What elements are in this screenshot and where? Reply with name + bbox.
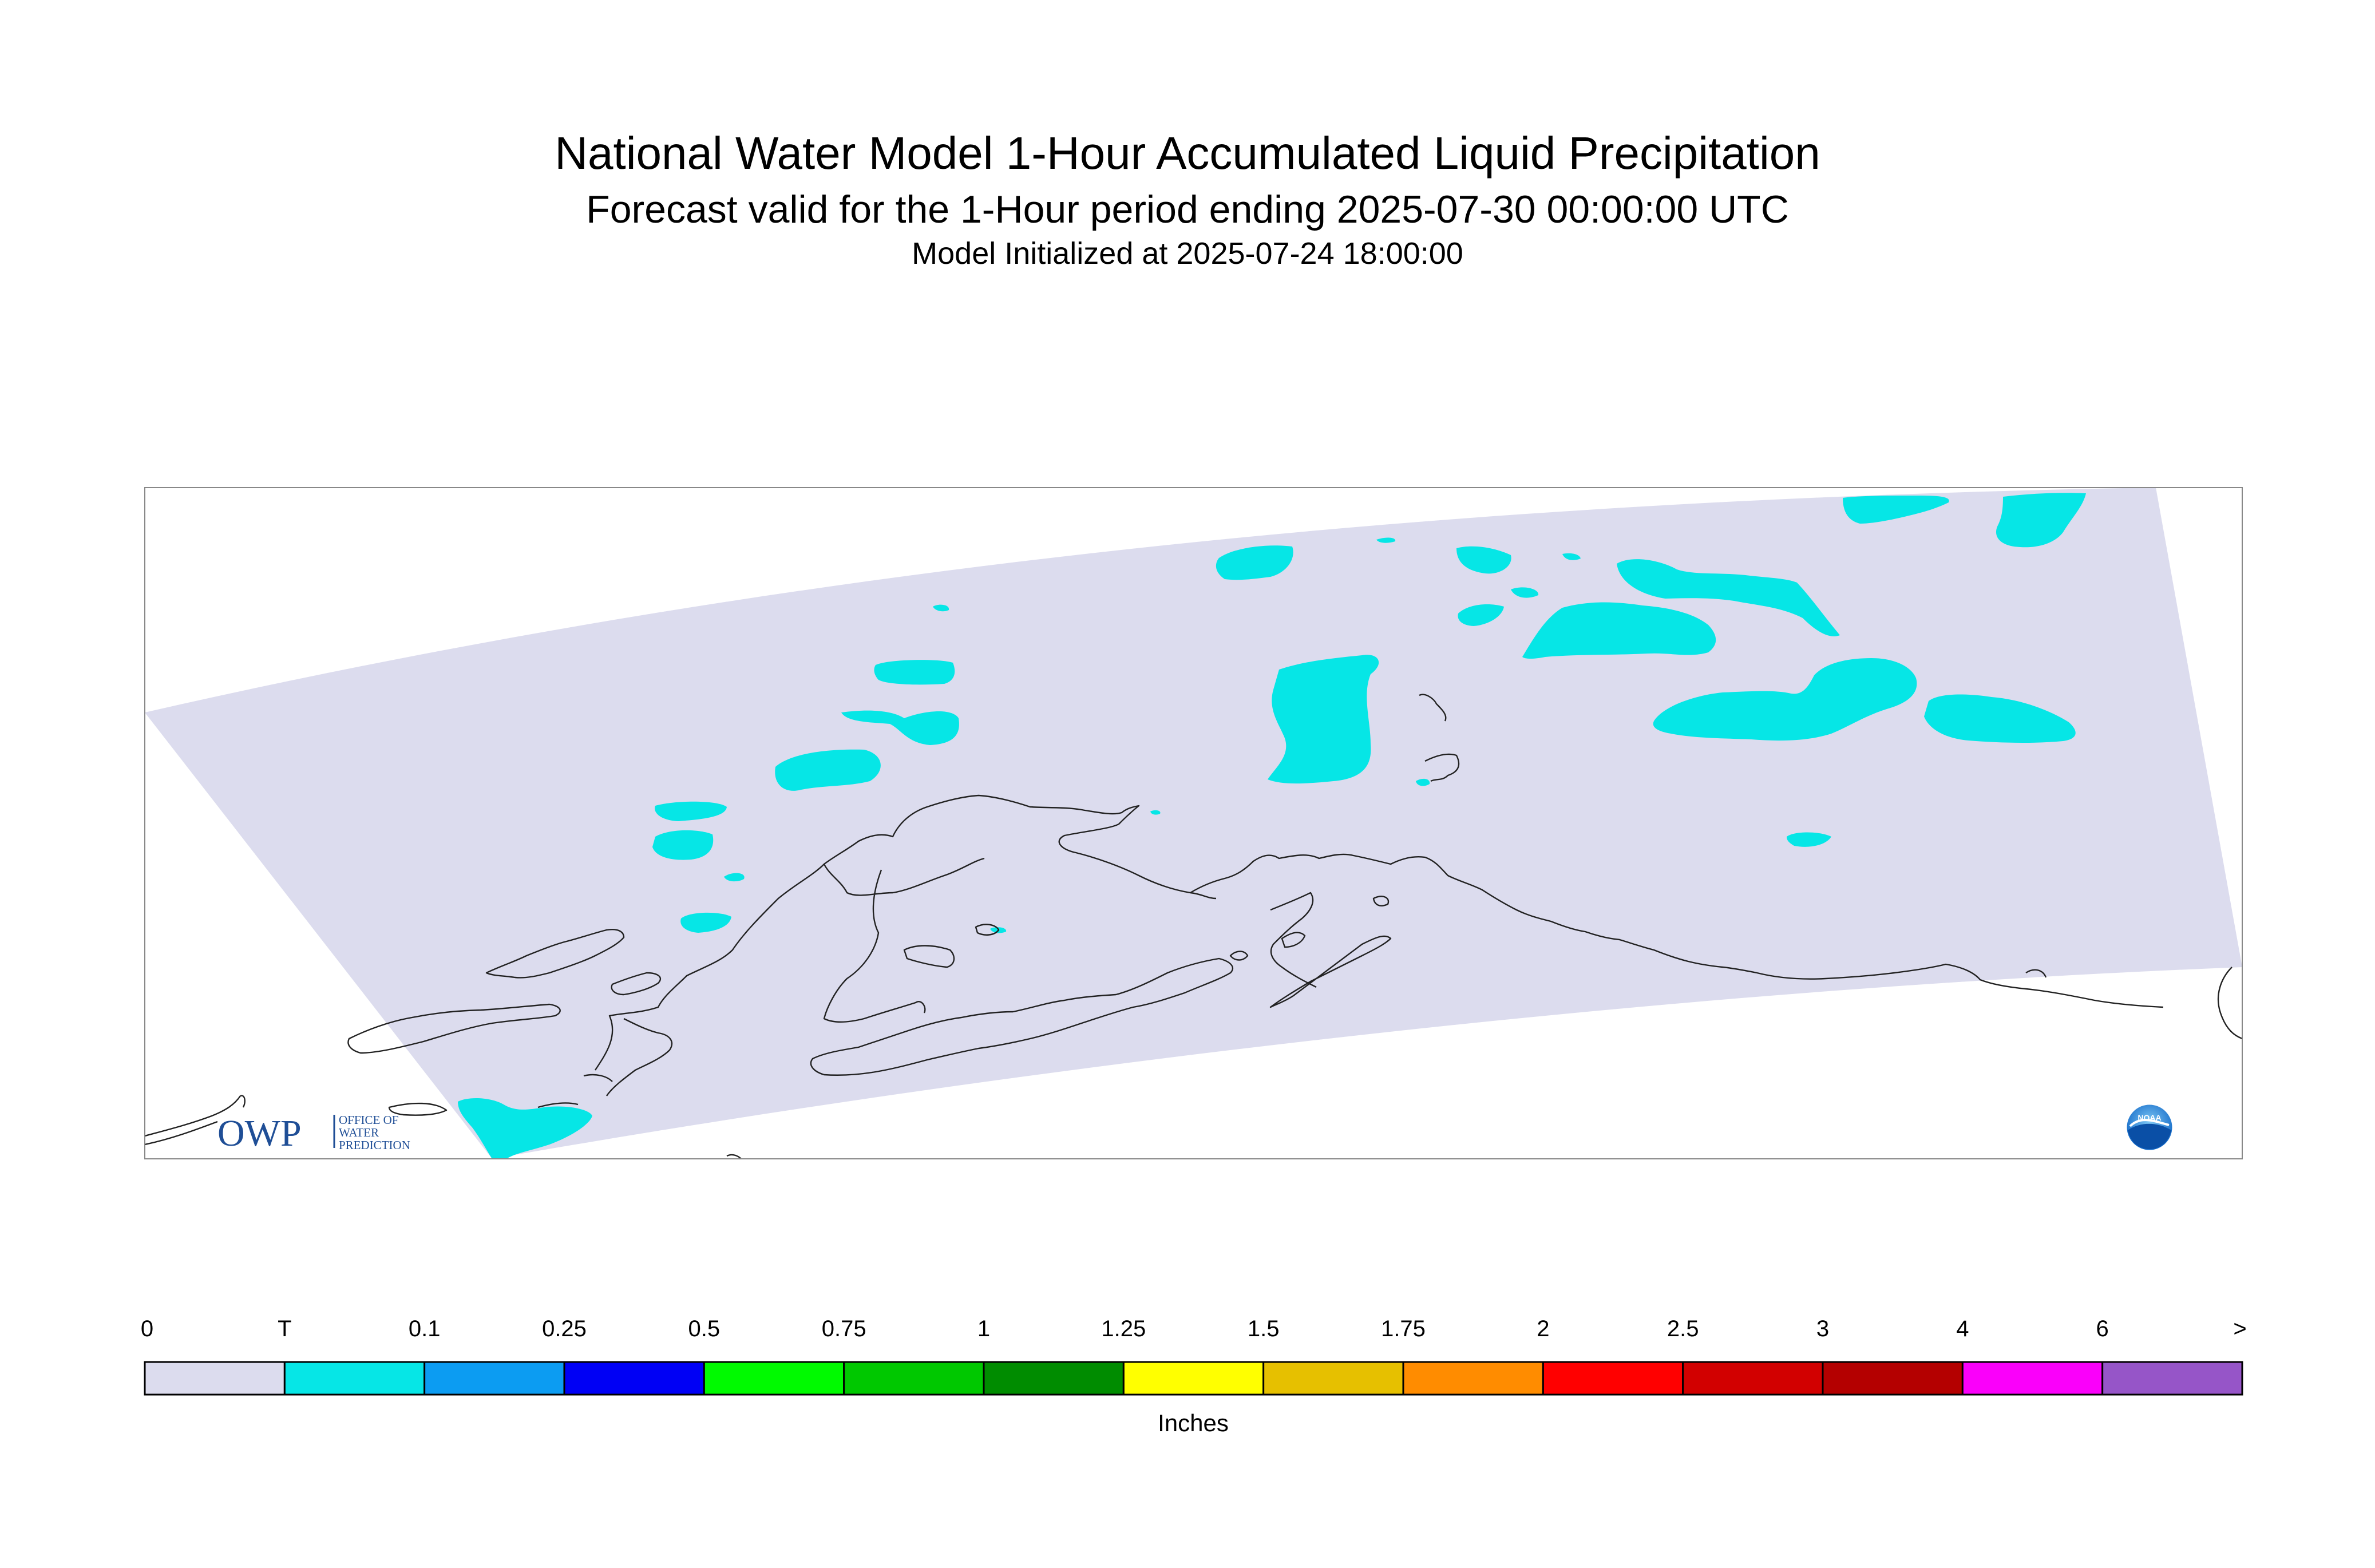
precip-area: [680, 912, 731, 933]
precip-area: [1458, 604, 1504, 626]
colorbar: [144, 1361, 2243, 1396]
precip-area: [1617, 559, 1840, 636]
precip-area: [1416, 778, 1430, 786]
colorbar-box: [1822, 1361, 1964, 1396]
colorbar-tick-label: 4: [1956, 1316, 1969, 1341]
colorbar-box: [1682, 1361, 1824, 1396]
precip-areas: [458, 493, 2086, 1159]
coastline-anadyr: [388, 1102, 448, 1116]
coastline-chukotka: [347, 1003, 561, 1054]
coastline-sw: [145, 1120, 742, 1159]
precip-area: [874, 660, 955, 685]
noaa-logo: NOAA: [2124, 1102, 2175, 1153]
precip-area: [841, 710, 959, 745]
coastline-cook-inlet: [1190, 853, 1758, 974]
map-subtitle: Forecast valid for the 1-Hour period end…: [586, 188, 1789, 231]
colorbar-tick-label: 1: [977, 1316, 991, 1341]
colorbar-box: [1542, 1361, 1684, 1396]
colorbar-tick-label: 0.25: [542, 1316, 587, 1341]
precip-area: [775, 749, 881, 791]
precip-area: [1268, 655, 1379, 784]
coastlines: [145, 694, 2242, 1159]
colorbar-box: [703, 1361, 845, 1396]
precip-area: [1996, 493, 2086, 548]
coastline-kenai: [1270, 892, 1317, 988]
colorbar-tick-label: 0.1: [408, 1316, 441, 1341]
coastline-norton-sound: [611, 972, 662, 996]
precip-area: [655, 801, 727, 821]
colorbar-tick-label: >: [2233, 1316, 2247, 1341]
colorbar-tick-label: 2.5: [1667, 1316, 1699, 1341]
colorbar-box: [1262, 1361, 1404, 1396]
colorbar-tick-label: 0.5: [688, 1316, 721, 1341]
precip-area: [1843, 496, 1949, 524]
colorbar-units-label: Inches: [1158, 1409, 1229, 1436]
owp-logo: OWP OFFICE OF WATER PREDICTION: [217, 1112, 410, 1154]
coastline-kodiak: [903, 945, 955, 968]
precip-area: [458, 1098, 592, 1159]
precip-area: [1150, 810, 1161, 815]
colorbar-tick-label: 1.75: [1381, 1316, 1426, 1341]
coastline-brooks: [823, 857, 985, 896]
map-title: National Water Model 1-Hour Accumulated …: [555, 128, 1820, 179]
colorbar-box: [983, 1361, 1125, 1396]
owp-logo-mark: OWP: [217, 1112, 302, 1154]
colorbar-box: [423, 1361, 565, 1396]
colorbar-box: [2101, 1361, 2243, 1396]
coastline-mainland-north: [595, 794, 1217, 1071]
coastline-bc: [2025, 967, 2242, 1040]
colorbar-box: [563, 1361, 705, 1396]
owp-logo-text-3: PREDICTION: [339, 1138, 410, 1152]
coastline-peninsula-south: [810, 957, 1234, 1076]
colorbar-box: [283, 1361, 426, 1396]
colorbar-tick-label: 0: [140, 1316, 154, 1341]
precip-area: [1924, 694, 2076, 743]
coastline-kuskokwim: [606, 1017, 673, 1096]
coastline-se-alaska: [1756, 963, 2164, 1008]
precip-area: [933, 604, 949, 612]
colorbar-tick-label: 0.75: [821, 1316, 866, 1341]
coastline-bristol: [537, 1074, 613, 1108]
precip-area: [652, 830, 714, 860]
colorbar-box: [144, 1361, 286, 1396]
coastline-gulf-islands: [1229, 896, 1390, 961]
noaa-logo-text: NOAA: [2138, 1113, 2161, 1122]
precip-area: [724, 873, 745, 882]
coastline-chukotka-south: [145, 1095, 246, 1137]
precip-area: [1653, 658, 1917, 741]
precip-area: [1456, 546, 1511, 574]
model-domain: [145, 488, 2242, 1159]
colorbar-tick-label: 6: [2096, 1316, 2109, 1341]
colorbar-box: [1961, 1361, 2104, 1396]
colorbar-tick-label: 1.5: [1247, 1316, 1280, 1341]
colorbar-tick-label: T: [278, 1316, 292, 1341]
precip-area: [1511, 587, 1539, 598]
coastline-seward-peninsula: [485, 929, 625, 979]
map-frame: [144, 487, 2243, 1159]
colorbar-tick-label: 2: [1537, 1316, 1550, 1341]
precip-area: [1216, 545, 1293, 580]
owp-logo-text-2: WATER: [339, 1126, 379, 1139]
precip-area: [1787, 832, 1831, 847]
precip-area: [1562, 553, 1581, 560]
colorbar-box: [1122, 1361, 1265, 1396]
coastline-chugach: [1269, 935, 1392, 1008]
coastline-mackenzie: [1419, 694, 1460, 782]
colorbar-box: [1402, 1361, 1544, 1396]
precip-area: [1376, 537, 1396, 543]
init-time: Model Initialized at 2025-07-24 18:00:00: [912, 236, 1463, 271]
coastline-lake: [975, 924, 1000, 936]
colorbar-tick-label: 1.25: [1101, 1316, 1146, 1341]
colorbar-box: [843, 1361, 985, 1396]
owp-logo-text-1: OFFICE OF: [339, 1113, 398, 1127]
coastline-interior: [823, 869, 926, 1023]
precip-area: [1522, 602, 1716, 659]
colorbar-tick-label: 3: [1816, 1316, 1830, 1341]
